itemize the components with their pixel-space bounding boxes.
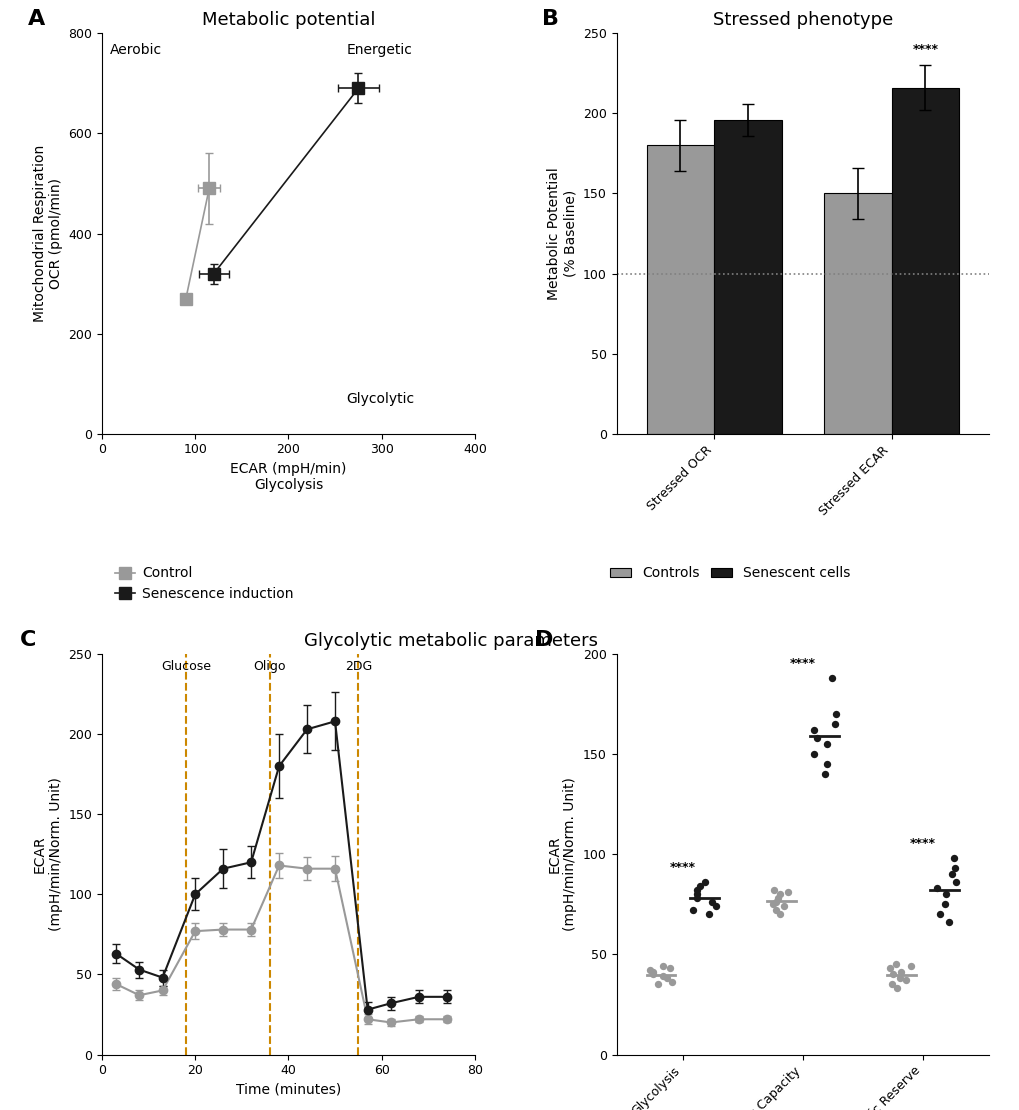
Point: [688, 881, 704, 899]
Text: Glycolytic: Glycolytic: [345, 392, 414, 406]
Text: A: A: [28, 9, 45, 29]
Point: [767, 894, 784, 911]
Y-axis label: Mitochondrial Respiration
OCR (pmol/min): Mitochondrial Respiration OCR (pmol/min): [33, 145, 62, 322]
Point: [936, 886, 953, 904]
Point: [689, 889, 705, 907]
Point: [763, 896, 780, 914]
Point: [881, 959, 898, 977]
Point: [897, 971, 913, 989]
Point: [940, 914, 956, 931]
Point: [892, 969, 908, 987]
Text: 2DG: 2DG: [344, 660, 372, 673]
Y-axis label: Metabolic Potential
(% Baseline): Metabolic Potential (% Baseline): [546, 168, 577, 300]
Point: [688, 886, 704, 904]
Bar: [823, 193, 891, 434]
Point: [780, 884, 796, 901]
Point: [936, 896, 953, 914]
Point: [882, 976, 899, 993]
Point: [707, 898, 723, 916]
Text: C: C: [20, 630, 37, 650]
Point: [818, 755, 835, 773]
Y-axis label: ECAR
(mpH/min/Norm. Unit): ECAR (mpH/min/Norm. Unit): [33, 777, 63, 931]
Point: [826, 715, 843, 733]
Point: [818, 735, 835, 753]
Point: [903, 958, 919, 976]
Point: [642, 961, 658, 979]
Point: [943, 866, 959, 884]
Point: [816, 765, 833, 783]
X-axis label: ECAR (mpH/min)
Glycolysis: ECAR (mpH/min) Glycolysis: [230, 462, 346, 492]
Text: Aerobic: Aerobic: [109, 43, 161, 58]
Point: [808, 729, 824, 747]
Point: [700, 906, 716, 924]
Point: [644, 966, 660, 983]
Point: [887, 956, 903, 973]
Legend: Control, Senescence induction: Control, Senescence induction: [109, 561, 299, 607]
Point: [883, 966, 900, 983]
Point: [771, 886, 788, 904]
Text: Glycolytic metabolic parameters: Glycolytic metabolic parameters: [304, 632, 597, 649]
Text: D: D: [534, 630, 552, 650]
Point: [654, 968, 671, 986]
Point: [928, 879, 945, 897]
Point: [770, 906, 787, 924]
Point: [805, 745, 821, 763]
Bar: [713, 120, 781, 434]
Point: [691, 877, 707, 895]
Point: [661, 959, 678, 977]
Text: ****: ****: [669, 861, 695, 875]
Text: B: B: [541, 9, 558, 29]
Point: [654, 958, 671, 976]
Point: [769, 889, 786, 907]
Point: [696, 874, 712, 891]
Point: [826, 705, 843, 723]
Point: [947, 874, 963, 891]
Legend: Controls, Senescent cells: Controls, Senescent cells: [604, 561, 855, 586]
Point: [658, 969, 675, 987]
Point: [775, 898, 792, 916]
Point: [931, 906, 948, 924]
Text: Oligo: Oligo: [254, 660, 285, 673]
X-axis label: Time (minutes): Time (minutes): [235, 1082, 340, 1097]
Point: [765, 881, 782, 899]
Text: ****: ****: [789, 657, 815, 670]
Text: ****: ****: [912, 42, 937, 56]
Title: Stressed phenotype: Stressed phenotype: [712, 11, 893, 29]
Text: Energetic: Energetic: [345, 43, 412, 58]
Point: [946, 849, 962, 867]
Point: [805, 722, 821, 739]
Title: Metabolic potential: Metabolic potential: [202, 11, 375, 29]
Point: [893, 963, 909, 981]
Y-axis label: ECAR
(mpH/min/Norm. Unit): ECAR (mpH/min/Norm. Unit): [546, 777, 577, 931]
Point: [947, 859, 963, 877]
Point: [644, 963, 660, 981]
Point: [823, 669, 840, 687]
Bar: [891, 88, 958, 434]
Point: [767, 901, 784, 919]
Point: [684, 901, 700, 919]
Point: [888, 979, 904, 997]
Bar: [646, 145, 713, 434]
Point: [663, 973, 680, 991]
Point: [649, 976, 665, 993]
Point: [703, 894, 719, 911]
Text: Glucose: Glucose: [161, 660, 211, 673]
Text: ****: ****: [909, 837, 935, 850]
